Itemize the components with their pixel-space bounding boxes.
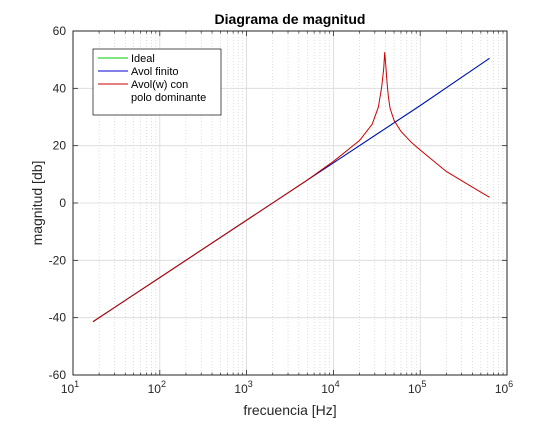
y-tick-label: 60 (53, 24, 67, 38)
y-tick-label: 0 (59, 196, 66, 210)
legend-box (92, 48, 222, 116)
x-tick-label: 103 (234, 379, 252, 396)
y-tick-label: -20 (49, 253, 67, 267)
series-line-3 (92, 52, 490, 323)
tick-labels: 101 102 103 104 105 106 -60 -40 -20 0 20 40 60 (49, 24, 514, 396)
legend-label-2: Avol finito (131, 66, 179, 78)
legend-label-1: Ideal (131, 53, 155, 65)
y-axis-label: magnitud [db] (29, 161, 45, 246)
y-tick-label: 40 (53, 81, 67, 95)
y-tick-label: -40 (49, 311, 67, 325)
series-layer (92, 52, 490, 323)
x-tick-label: 101 (61, 379, 79, 396)
x-axis-label: frecuencia [Hz] (243, 402, 336, 418)
x-tick-label: 104 (321, 379, 339, 396)
y-tick-label: -60 (49, 368, 67, 382)
legend-label-3: Avol(w) con polo dominante (131, 79, 206, 104)
x-tick-label: 106 (495, 379, 513, 396)
x-tick-label: 102 (148, 379, 166, 396)
chart-title: Diagrama de magnitud (215, 11, 366, 27)
axis-ticks (72, 30, 508, 376)
x-tick-label: 105 (408, 379, 426, 396)
y-tick-label: 20 (53, 139, 67, 153)
